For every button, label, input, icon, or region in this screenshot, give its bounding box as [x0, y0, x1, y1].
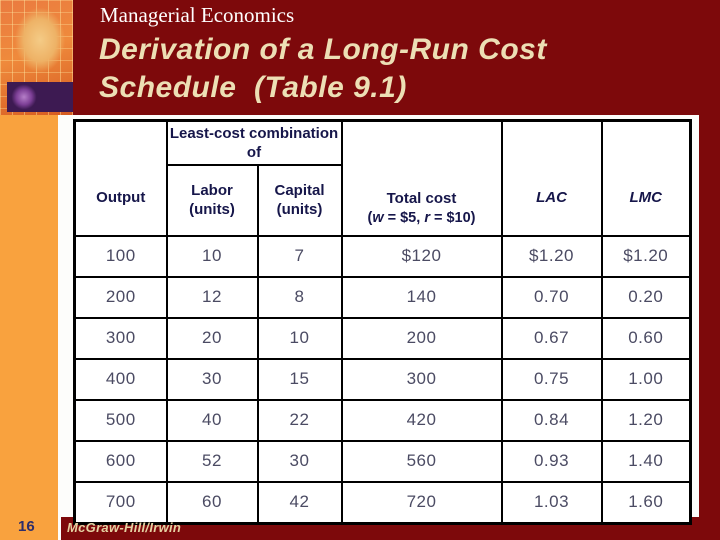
- table-cell: 300: [73, 316, 168, 360]
- table-cell: 0.67: [500, 316, 603, 360]
- table-cell: 10: [165, 234, 259, 278]
- table-cell: 1.40: [600, 439, 692, 483]
- table-row: 400 30 15 300 0.75 1.00: [73, 357, 692, 401]
- long-run-cost-table: Output Least-cost combination of Total c…: [73, 119, 692, 525]
- table-row: 500 40 22 420 0.84 1.20: [73, 398, 692, 442]
- slide-title-line2: Schedule (Table 9.1): [99, 71, 407, 104]
- table-cell: 720: [340, 480, 503, 524]
- table-cell: 52: [165, 439, 259, 483]
- table-cell: $120: [340, 234, 503, 278]
- table-cell: 1.00: [600, 357, 692, 401]
- table-cell: 560: [340, 439, 503, 483]
- table-cell: 0.93: [500, 439, 603, 483]
- table-cell: 1.60: [600, 480, 692, 524]
- table-cell: 12: [165, 275, 259, 319]
- total-cost-assumptions: (w = $5, r = $10): [367, 209, 476, 226]
- course-kicker: Managerial Economics: [100, 3, 295, 27]
- total-cost-label: Total cost: [386, 189, 457, 207]
- table-cell: 40: [165, 398, 259, 442]
- col-header-capital: Capital (units): [256, 163, 343, 237]
- table-body: 100 10 7 $120 $1.20 $1.20 200 12 8 140 0.70 0.20 300…: [73, 234, 692, 524]
- table-cell: 420: [340, 398, 503, 442]
- col-header-output: Output: [73, 119, 168, 237]
- table-cell: 0.84: [500, 398, 603, 442]
- table-cell: 100: [73, 234, 168, 278]
- table-cell: 60: [165, 480, 259, 524]
- table-cell: 0.20: [600, 275, 692, 319]
- table-cell: 0.70: [500, 275, 603, 319]
- table-cell: $1.20: [500, 234, 603, 278]
- header-band: [0, 0, 720, 115]
- table-cell: 300: [340, 357, 503, 401]
- table-cell: 1.03: [500, 480, 603, 524]
- table-cell: 0.60: [600, 316, 692, 360]
- table-cell: 8: [256, 275, 343, 319]
- table-cell: 30: [256, 439, 343, 483]
- page-number: 16: [18, 518, 35, 535]
- col-header-total-cost: Total cost (w = $5, r = $10): [340, 119, 503, 237]
- table-cell: 10: [256, 316, 343, 360]
- table-cell: 600: [73, 439, 168, 483]
- table-cell: 20: [165, 316, 259, 360]
- table-cell: 7: [256, 234, 343, 278]
- publisher-footer: McGraw-Hill/Irwin: [67, 520, 182, 535]
- col-header-lac: LAC: [500, 119, 603, 237]
- table-row: 700 60 42 720 1.03 1.60: [73, 480, 692, 524]
- table-cell: 0.75: [500, 357, 603, 401]
- table-header-row-group: Output Least-cost combination of Total c…: [73, 119, 692, 237]
- table-cell: 15: [256, 357, 343, 401]
- table-cell: 30: [165, 357, 259, 401]
- table-cell: 500: [73, 398, 168, 442]
- table-cell: 22: [256, 398, 343, 442]
- table-row: 600 52 30 560 0.93 1.40: [73, 439, 692, 483]
- table-header-row-sub: Labor (units) Capital (units): [75, 163, 691, 237]
- table-row: 300 20 10 200 0.67 0.60: [73, 316, 692, 360]
- col-header-least-cost-group: Least-cost combination of: [165, 119, 343, 166]
- table-cell: 700: [73, 480, 168, 524]
- table-row: 200 12 8 140 0.70 0.20: [73, 275, 692, 319]
- table-cell: 42: [256, 480, 343, 524]
- table-cell: 140: [340, 275, 503, 319]
- table-row: 100 10 7 $120 $1.20 $1.20: [73, 234, 692, 278]
- table-cell: 200: [340, 316, 503, 360]
- spheres-icon: [7, 82, 73, 112]
- slide-title: Derivation of a Long-Run Cost Schedule (T…: [99, 31, 709, 107]
- col-header-labor: Labor (units): [165, 163, 259, 237]
- right-margin-band: [699, 115, 720, 540]
- table-header: Output Least-cost combination of Total c…: [73, 119, 692, 237]
- slide-title-line1: Derivation of a Long-Run Cost: [99, 33, 547, 66]
- table-cell: 1.20: [600, 398, 692, 442]
- table-cell: 200: [73, 275, 168, 319]
- table-cell: $1.20: [600, 234, 692, 278]
- col-header-lmc: LMC: [600, 119, 692, 237]
- sidebar-strip: [0, 115, 58, 540]
- coin-grid-collage-icon: [0, 0, 73, 115]
- table-cell: 400: [73, 357, 168, 401]
